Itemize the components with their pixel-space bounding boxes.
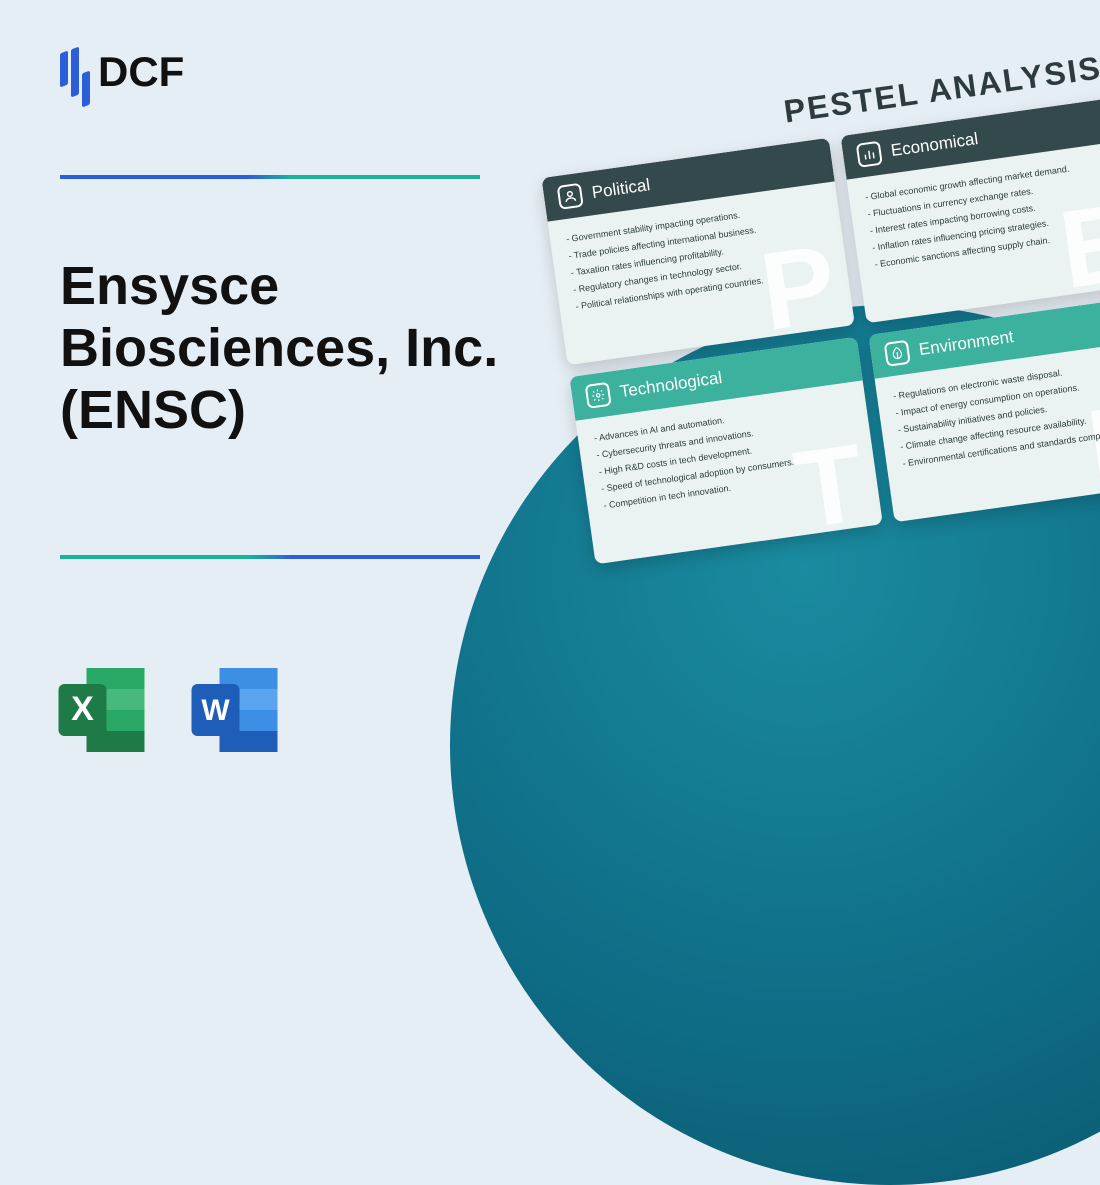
pestel-grid: Political P - Government stability impac…	[541, 96, 1100, 565]
user-icon	[557, 183, 584, 210]
logo-bars-icon	[60, 48, 90, 96]
page-title: Ensysce Biosciences, Inc. (ENSC)	[60, 255, 520, 441]
pestel-card-environment: Environment E - Regulations on electroni…	[868, 295, 1100, 523]
svg-text:W: W	[201, 694, 230, 727]
word-icon[interactable]: W	[183, 660, 288, 760]
pestel-card-economical: Economical E - Global economic growth af…	[840, 96, 1100, 324]
gear-icon	[585, 382, 612, 409]
divider-bottom	[60, 555, 480, 559]
pestel-card-technological: Technological T - Advances in AI and aut…	[569, 337, 882, 565]
card-title: Political	[591, 175, 652, 203]
pestel-board: PESTEL ANALYSIS Political P - Government…	[536, 55, 1100, 139]
logo: DCF	[60, 48, 184, 96]
card-title: Technological	[619, 368, 724, 402]
card-title: Environment	[918, 327, 1015, 360]
file-icons: X W	[50, 660, 288, 760]
card-title: Economical	[890, 129, 980, 161]
svg-text:X: X	[71, 690, 94, 728]
leaf-icon	[884, 340, 911, 367]
divider-top	[60, 175, 480, 179]
excel-icon[interactable]: X	[50, 660, 155, 760]
pestel-card-political: Political P - Government stability impac…	[541, 138, 854, 366]
logo-text: DCF	[98, 48, 184, 96]
bars-icon	[856, 141, 883, 168]
